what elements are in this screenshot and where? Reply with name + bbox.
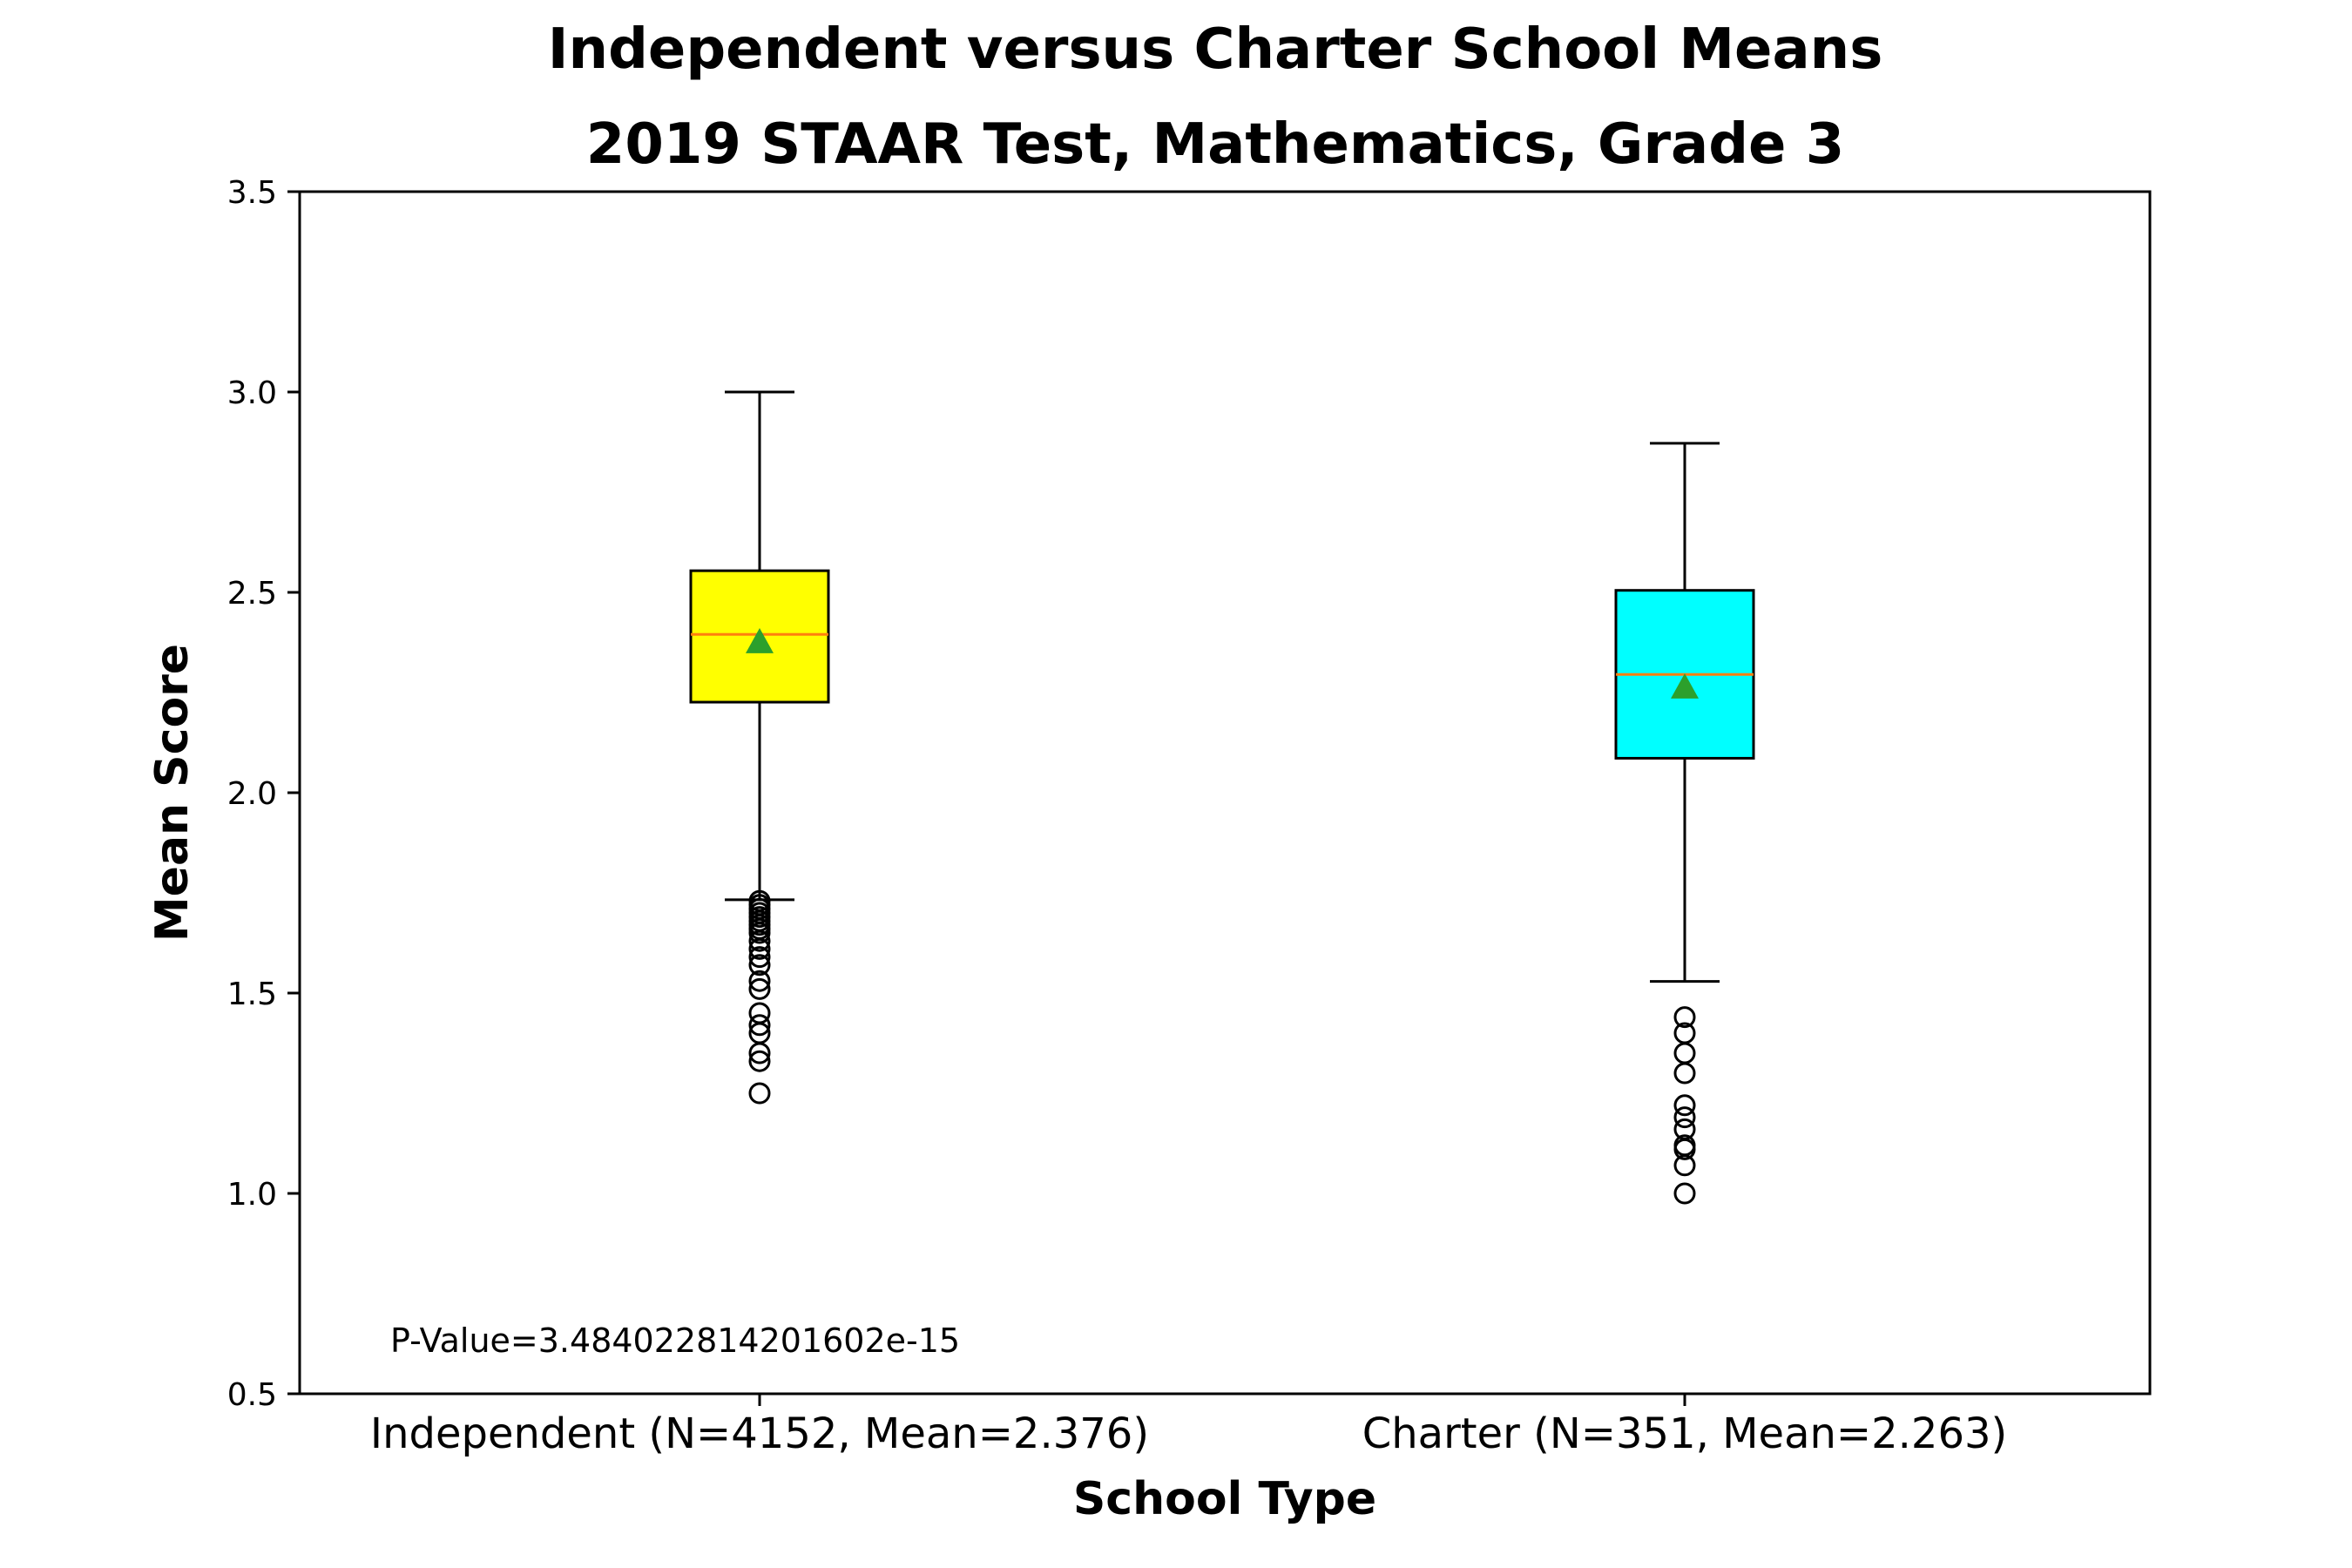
outlier-point	[748, 922, 771, 944]
x-axis-label: School Type	[1073, 1473, 1376, 1525]
outlier-point	[1673, 1106, 1696, 1129]
y-axis-ticks: 0.5 1.0 1.5 2.0 2.5 3.0 3.5	[227, 175, 300, 1413]
box-group	[689, 390, 830, 1105]
mean-marker	[746, 628, 774, 653]
y-tick-label: 0.5	[227, 1377, 277, 1413]
outlier-point	[748, 1042, 771, 1064]
p-value-annotation: P-Value=3.484022814201602e-15	[390, 1321, 960, 1360]
x-tick-label: Independent (N=4152, Mean=2.376)	[370, 1409, 1149, 1458]
outlier-point	[748, 1014, 771, 1037]
outlier-point	[748, 970, 771, 992]
outlier-point	[748, 1082, 771, 1105]
y-tick-label: 3.5	[227, 175, 277, 211]
y-tick-label: 1.0	[227, 1177, 277, 1213]
y-axis-label: Mean Score	[146, 644, 199, 942]
outlier-point	[1673, 1006, 1696, 1029]
chart-title-line1: Independent versus Charter School Means	[548, 17, 1883, 82]
outlier-point	[748, 946, 771, 969]
box-groups	[689, 390, 1755, 1205]
mean-marker	[1671, 673, 1699, 699]
outlier-point	[1673, 1154, 1696, 1177]
outlier-point	[748, 954, 771, 977]
outlier-point	[1673, 1094, 1696, 1117]
outlier-point	[1673, 1138, 1696, 1160]
box-group	[1614, 442, 1755, 1205]
y-tick-label: 1.5	[227, 977, 277, 1012]
outlier-point	[748, 937, 771, 960]
outlier-point	[1673, 1062, 1696, 1085]
outlier-point	[1673, 1182, 1696, 1205]
outlier-point	[748, 1050, 771, 1072]
outlier-point	[1673, 1042, 1696, 1064]
x-axis-ticks: Independent (N=4152, Mean=2.376) Charter …	[370, 1394, 2007, 1458]
y-tick-label: 3.0	[227, 375, 277, 411]
y-tick-label: 2.5	[227, 576, 277, 612]
x-tick-label: Charter (N=351, Mean=2.263)	[1362, 1409, 2008, 1458]
y-tick-label: 2.0	[227, 776, 277, 812]
outlier-point	[748, 977, 771, 1000]
outlier-point	[748, 929, 771, 952]
plot-area-frame	[298, 190, 2152, 1396]
chart-title-line2: 2019 STAAR Test, Mathematics, Grade 3	[586, 112, 1844, 177]
